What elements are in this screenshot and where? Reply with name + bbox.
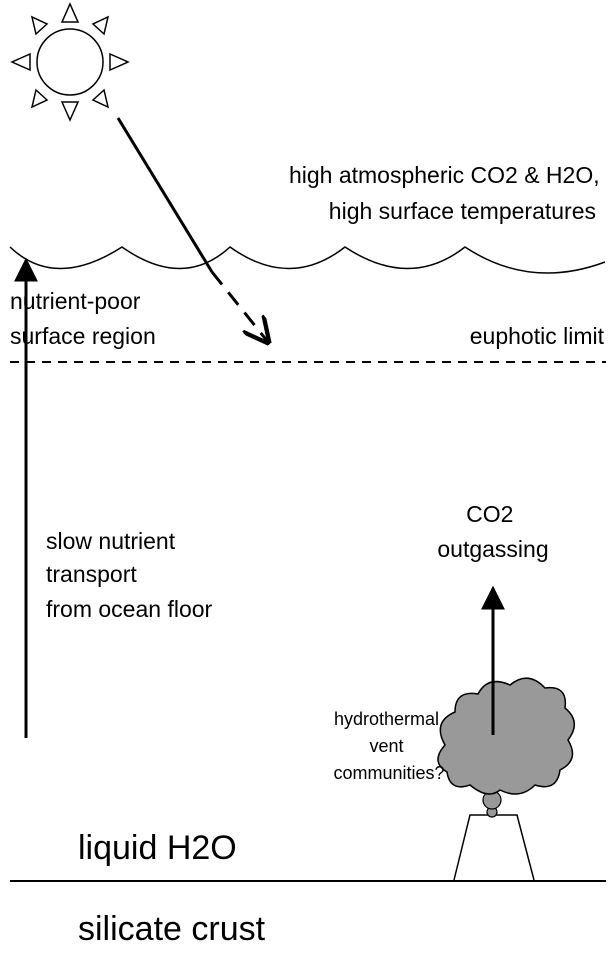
sunlight-ray	[116, 117, 214, 273]
label-line: high surface temperatures	[329, 198, 596, 224]
atmosphere-label: high atmospheric CO2 & H2O, high surface…	[289, 162, 606, 224]
label-line: transport	[46, 561, 137, 587]
euphotic-label: euphotic limit	[470, 323, 605, 349]
label-line: hydrothermal	[334, 709, 439, 729]
sunlight-ray-dashed	[210, 271, 268, 342]
outgassing-label: CO2 outgassing	[437, 501, 548, 562]
label-line: slow nutrient	[46, 528, 176, 554]
ocean-surface	[9, 246, 606, 274]
vent-label: hydrothermal vent communities?	[333, 709, 444, 783]
sun	[10, 2, 130, 122]
label-line: CO2	[466, 501, 513, 527]
label-line: outgassing	[437, 536, 548, 562]
smoke-bubbles	[482, 790, 502, 818]
smoke-cloud	[437, 677, 575, 795]
label-line: surface region	[10, 323, 156, 349]
ocean-label: liquid H2O	[78, 829, 237, 867]
crust-label: silicate crust	[78, 910, 266, 948]
vent-chimney	[453, 814, 535, 881]
label-line: high atmospheric CO2 & H2O,	[289, 162, 600, 188]
surface-region-label: nutrient-poor surface region	[10, 288, 156, 349]
label-line: vent	[369, 736, 403, 756]
label-line: from ocean floor	[46, 596, 213, 622]
transport-label: slow nutrient transport from ocean floor	[46, 528, 213, 622]
label-line: nutrient-poor	[10, 288, 141, 314]
label-line: communities?	[333, 763, 444, 783]
